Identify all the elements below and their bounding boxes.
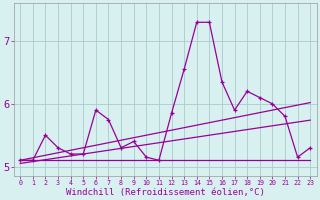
X-axis label: Windchill (Refroidissement éolien,°C): Windchill (Refroidissement éolien,°C) xyxy=(66,188,265,197)
